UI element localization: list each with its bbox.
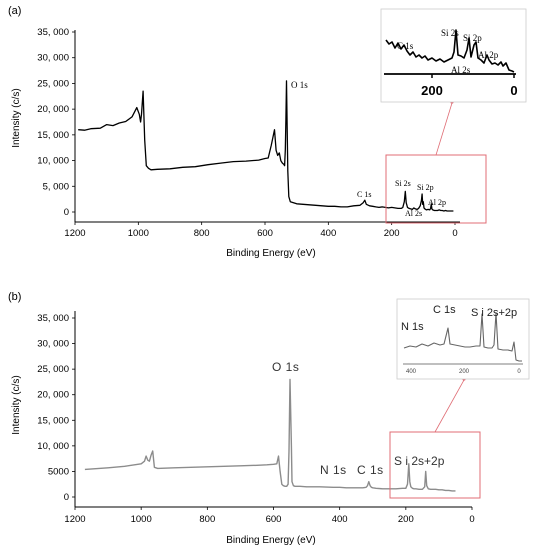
- x-tick-label: 1200: [64, 514, 85, 525]
- zoom-connector-line-b: [434, 379, 465, 433]
- peak-label-o1s-a: O 1s: [291, 80, 308, 90]
- y-ticks-a: 0 5, 000 10, 000 15, 000 20, 000 25, 000 30, 0…: [37, 27, 75, 218]
- y-tick-label: 25, 000: [37, 78, 69, 89]
- y-tick-label: 30, 000: [37, 53, 69, 64]
- panel-label-a: (a): [8, 5, 21, 17]
- peak-label-o1s-b: O 1s: [272, 360, 299, 374]
- y-tick-label: 5000: [48, 466, 69, 477]
- peak-label-al2p-a: Al 2p: [428, 198, 446, 207]
- peak-label-n1s-b: N 1s: [320, 463, 347, 477]
- panel-a: (a) Intensity (c/s) Binding Energy (eV) …: [8, 5, 527, 259]
- y-tick-label: 35, 000: [37, 27, 69, 38]
- inset-label-si2s-a: Si 2s: [441, 28, 459, 38]
- inset-spectrum-line-a: [385, 29, 515, 73]
- x-tick-label: 600: [257, 228, 273, 239]
- plot-area-b: [84, 378, 456, 492]
- y-tick-label: 20, 000: [37, 104, 69, 115]
- inset-spectrum-line-b: [403, 312, 522, 362]
- x-tick-label: 200: [398, 514, 414, 525]
- plot-area-a: [78, 80, 454, 212]
- inset-label-c1s-a: C 1s: [397, 41, 414, 51]
- x-tick-label: 400: [320, 228, 336, 239]
- y-tick-label: 25, 000: [37, 364, 69, 375]
- x-tick-label: 1200: [64, 228, 85, 239]
- y-tick-label: 10, 000: [37, 441, 69, 452]
- zoom-connector-line-a: [435, 102, 453, 156]
- inset-label-c1s-b: C 1s: [433, 304, 456, 316]
- x-axis-label-b: Binding Energy (eV): [226, 535, 316, 546]
- inset-tick-label-200-b: 200: [459, 369, 470, 375]
- inset-label-al2p-a: Al 2p: [478, 50, 499, 60]
- zoom-region-box-a: [385, 154, 487, 224]
- y-tick-label: 5, 000: [43, 181, 69, 192]
- y-tick-label: 35, 000: [37, 313, 69, 324]
- y-tick-label: 0: [64, 492, 69, 503]
- peak-label-c1s-a: C 1s: [357, 190, 371, 199]
- spectrum-line-a: [78, 80, 454, 212]
- inset-label-si2p-a: Si 2p: [463, 33, 482, 43]
- y-tick-label: 15, 000: [37, 415, 69, 426]
- inset-frame-b: [396, 298, 530, 380]
- x-tick-label: 800: [194, 228, 210, 239]
- inset-label-al2s-a: Al 2s: [451, 65, 471, 75]
- x-axis-label-a: Binding Energy (eV): [226, 248, 316, 259]
- inset-a: 200 0 C 1s Si 2s Si 2p Al 2p Al 2s: [380, 8, 527, 103]
- y-tick-label: 0: [64, 207, 69, 218]
- peak-label-al2s-a: Al 2s: [405, 209, 422, 218]
- y-axis-label-b: Intensity (c/s): [11, 375, 22, 434]
- x-tick-label: 600: [266, 514, 282, 525]
- inset-tick-label-0-b: 0: [517, 369, 521, 375]
- panel-b: (b) Intensity (c/s) Binding Energy (eV) …: [8, 291, 530, 546]
- x-tick-label: 400: [332, 514, 348, 525]
- y-ticks-b: 0 5000 10, 000 15, 000 20, 000 25, 000 30, 000…: [37, 313, 75, 503]
- x-tick-label: 1000: [131, 514, 152, 525]
- inset-tick-label-200-a: 200: [421, 83, 443, 98]
- y-axis-label-a: Intensity (c/s): [11, 88, 22, 147]
- x-tick-label: 0: [452, 228, 457, 239]
- inset-label-n1s-b: N 1s: [401, 321, 424, 333]
- peak-label-si2s2p-b: S i 2s+2p: [394, 454, 445, 468]
- inset-b: 400 200 0 N 1s C 1s S i 2s+2p: [396, 298, 530, 380]
- x-ticks-a: 1200 1000 800 600 400 200 0: [64, 222, 458, 239]
- x-tick-label: 200: [384, 228, 400, 239]
- x-ticks-b: 1200 1000 800 600 400 200 0: [64, 507, 475, 525]
- x-tick-label: 800: [199, 514, 215, 525]
- panel-label-b: (b): [8, 291, 21, 303]
- y-tick-label: 15, 000: [37, 130, 69, 141]
- y-tick-label: 20, 000: [37, 390, 69, 401]
- inset-tick-label-0-a: 0: [510, 83, 517, 98]
- y-tick-label: 10, 000: [37, 156, 69, 167]
- peak-label-c1s-b: C 1s: [357, 463, 384, 477]
- inset-tick-label-400-b: 400: [406, 369, 417, 375]
- spectrum-line-b: [84, 378, 456, 492]
- inset-label-si2s2p-b: S i 2s+2p: [471, 307, 517, 319]
- x-tick-label: 0: [469, 514, 474, 525]
- peak-label-si2p-a: Si 2p: [417, 183, 434, 192]
- y-tick-label: 30, 000: [37, 339, 69, 350]
- x-tick-label: 1000: [128, 228, 149, 239]
- peak-label-si2s-a: Si 2s: [395, 179, 411, 188]
